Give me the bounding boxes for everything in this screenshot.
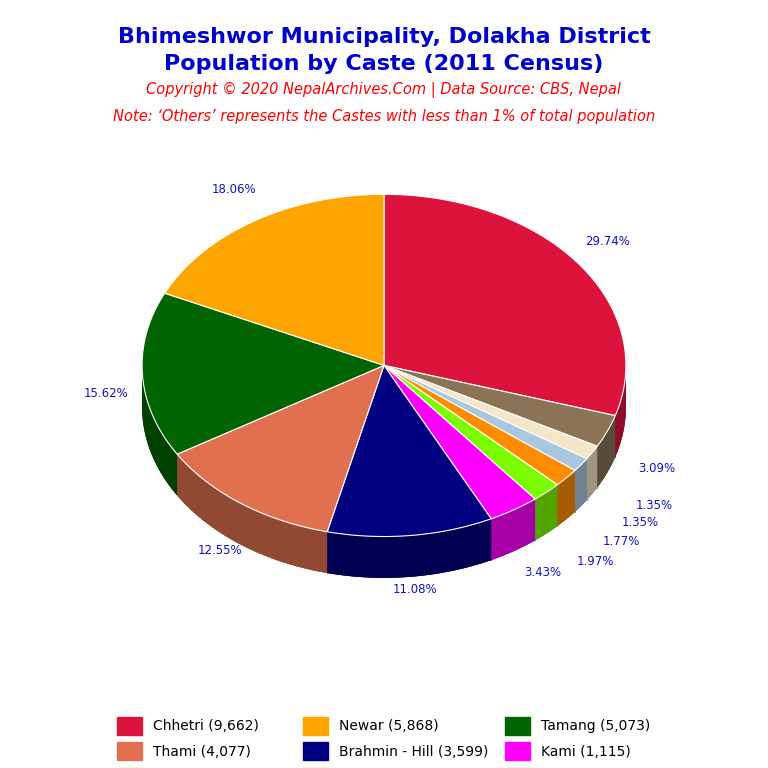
Polygon shape (598, 415, 615, 488)
Polygon shape (558, 471, 575, 526)
Polygon shape (558, 471, 575, 526)
Text: 15.62%: 15.62% (84, 387, 128, 400)
Text: 3.09%: 3.09% (638, 462, 675, 475)
Polygon shape (384, 366, 558, 499)
Text: 12.55%: 12.55% (197, 544, 242, 557)
Polygon shape (615, 366, 626, 457)
Polygon shape (384, 366, 598, 458)
Text: 29.74%: 29.74% (585, 235, 631, 248)
Polygon shape (164, 194, 384, 366)
Polygon shape (142, 293, 384, 454)
Text: Bhimeshwor Municipality, Dolakha District: Bhimeshwor Municipality, Dolakha Distric… (118, 27, 650, 47)
Text: 1.97%: 1.97% (577, 555, 614, 568)
Text: 1.35%: 1.35% (636, 499, 674, 512)
Polygon shape (535, 485, 558, 541)
Polygon shape (142, 366, 177, 495)
Polygon shape (384, 366, 575, 485)
Polygon shape (384, 194, 626, 415)
Legend: Chhetri (9,662), Thami (4,077), Gharti/Bhujel (640), Damai/Dholi (437), Newar (5: Chhetri (9,662), Thami (4,077), Gharti/B… (118, 717, 650, 768)
Polygon shape (142, 366, 626, 578)
Polygon shape (384, 366, 615, 446)
Polygon shape (598, 415, 615, 488)
Polygon shape (177, 454, 327, 573)
Polygon shape (587, 446, 598, 500)
Polygon shape (142, 366, 177, 495)
Polygon shape (384, 366, 535, 519)
Text: 1.35%: 1.35% (621, 516, 659, 529)
Polygon shape (177, 454, 327, 573)
Text: 18.06%: 18.06% (212, 183, 257, 196)
Polygon shape (327, 519, 492, 578)
Text: 3.43%: 3.43% (524, 566, 561, 579)
Polygon shape (587, 446, 598, 500)
Text: 11.08%: 11.08% (392, 583, 437, 596)
Polygon shape (384, 366, 587, 471)
Polygon shape (327, 519, 492, 578)
Text: Note: ‘Others’ represents the Castes with less than 1% of total population: Note: ‘Others’ represents the Castes wit… (113, 109, 655, 124)
Text: Population by Caste (2011 Census): Population by Caste (2011 Census) (164, 54, 604, 74)
Polygon shape (575, 458, 587, 511)
Polygon shape (575, 458, 587, 511)
Polygon shape (327, 366, 492, 537)
Polygon shape (615, 366, 626, 457)
Polygon shape (492, 499, 535, 560)
Polygon shape (177, 366, 384, 531)
Text: 1.77%: 1.77% (602, 535, 640, 548)
Polygon shape (535, 485, 558, 541)
Polygon shape (492, 499, 535, 560)
Text: Copyright © 2020 NepalArchives.Com | Data Source: CBS, Nepal: Copyright © 2020 NepalArchives.Com | Dat… (147, 82, 621, 98)
